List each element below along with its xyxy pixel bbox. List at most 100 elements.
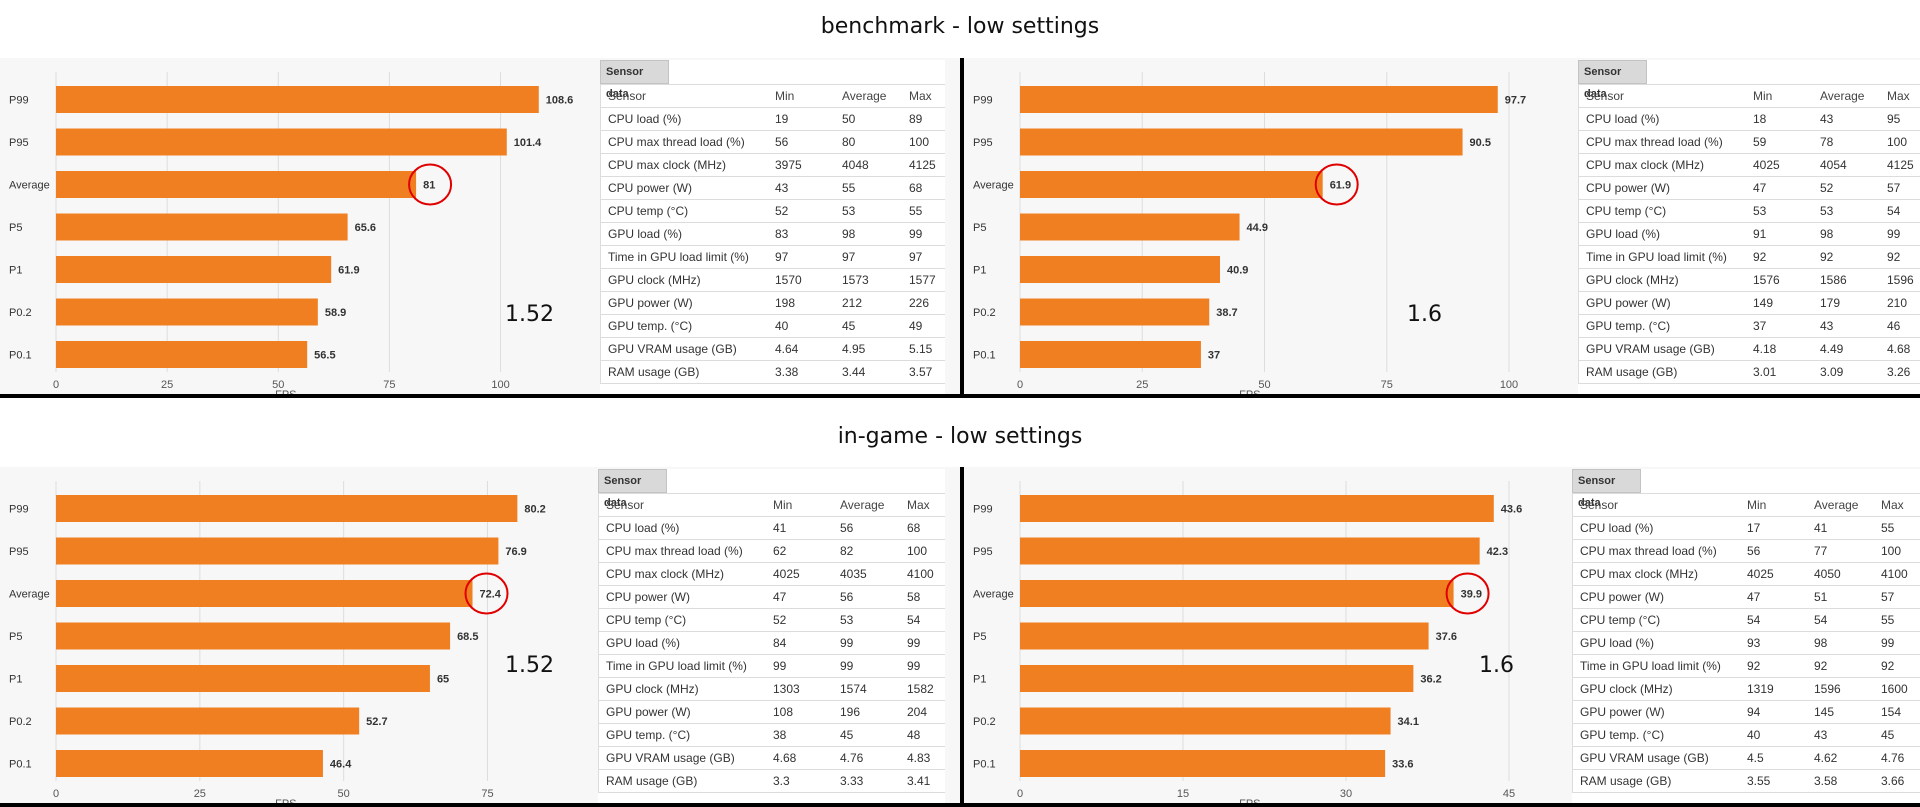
bar	[1020, 665, 1414, 692]
sensor-header-cell: Max	[1874, 493, 1920, 517]
sensor-cell: CPU max thread load (%)	[600, 130, 768, 154]
bar	[1020, 298, 1210, 326]
sensor-header-row: Sensor Min Average Max	[1578, 84, 1920, 108]
sensor-header-cell: Min	[1746, 84, 1813, 108]
bar	[56, 537, 499, 565]
highlight-ring	[408, 163, 453, 206]
data-label: 80.2	[524, 504, 545, 516]
bar	[1020, 341, 1201, 368]
sensor-cell: 3.33	[833, 769, 900, 793]
sensor-cell: 4100	[900, 562, 945, 586]
sensor-row: GPU power (W) 149 179 210	[1578, 291, 1920, 315]
sensor-cell: 4.76	[1874, 746, 1920, 770]
data-label: 36.2	[1420, 674, 1441, 686]
sensor-row: CPU temp (°C) 52 53 54	[598, 608, 945, 632]
sensor-cell: 43	[1813, 107, 1880, 131]
category-label: P95	[973, 546, 993, 558]
sensor-cell: 4100	[1874, 562, 1920, 586]
sensor-cell: 46	[1880, 314, 1920, 338]
sensor-row: CPU load (%) 18 43 95	[1578, 107, 1920, 131]
bar	[1020, 213, 1240, 241]
sensor-cell: Time in GPU load limit (%)	[598, 654, 766, 678]
sensor-cell: 56	[833, 516, 900, 540]
sensor-cell: 1577	[902, 268, 945, 292]
sensor-cell: 100	[1880, 130, 1920, 154]
sensor-cell: 54	[900, 608, 945, 632]
sensor-cell: 98	[1813, 222, 1880, 246]
x-axis-label: FPS	[1239, 798, 1260, 803]
sensor-cell: 54	[1740, 608, 1807, 632]
category-label: P1	[9, 265, 22, 277]
sensor-data-tab[interactable]: Sensor data	[1578, 60, 1647, 100]
sensor-cell: 43	[1813, 314, 1880, 338]
sensor-data-tab[interactable]: Sensor data	[598, 469, 667, 509]
sensor-cell: 4048	[835, 153, 902, 177]
sensor-cell: CPU load (%)	[1572, 516, 1740, 540]
sensor-row: CPU power (W) 43 55 68	[600, 176, 945, 200]
sensor-row: RAM usage (GB) 3.55 3.58 3.66	[1572, 769, 1920, 793]
sensor-cell: GPU VRAM usage (GB)	[598, 746, 766, 770]
sensor-cell: GPU VRAM usage (GB)	[1578, 337, 1746, 361]
sensor-cell: GPU power (W)	[598, 700, 766, 724]
bar	[1020, 580, 1454, 607]
bar	[56, 86, 539, 113]
bar	[56, 580, 473, 607]
sensor-cell: CPU power (W)	[600, 176, 768, 200]
data-label: 97.7	[1505, 95, 1526, 107]
sensor-table: Sensor Min Average Max CPU load (%) 18 43 95 CPU…	[1578, 84, 1920, 384]
sensor-cell: 1573	[835, 268, 902, 292]
sensor-row: CPU temp (°C) 54 54 55	[1572, 608, 1920, 632]
sensor-cell: CPU max thread load (%)	[1572, 539, 1740, 563]
panel-bench-a: 0 25 50 75 100 FPS P99 108.6 P95 101.4 Average 81 P5…	[0, 58, 960, 394]
sensor-cell: 51	[1807, 585, 1874, 609]
sensor-row: CPU load (%) 19 50 89	[600, 107, 945, 131]
sensor-cell: 100	[1874, 539, 1920, 563]
sensor-cell: 92	[1746, 245, 1813, 269]
sensor-header-cell: Sensor	[600, 84, 768, 108]
sensor-cell: 52	[766, 608, 833, 632]
sensor-cell: 40	[1740, 723, 1807, 747]
vertical-divider	[960, 58, 964, 398]
data-label: 61.9	[1330, 180, 1351, 192]
data-label: 108.6	[546, 95, 574, 107]
category-label: P5	[9, 222, 22, 234]
sensor-cell: 41	[1807, 516, 1874, 540]
sensor-cell: RAM usage (GB)	[1578, 360, 1746, 384]
sensor-cell: GPU clock (MHz)	[1578, 268, 1746, 292]
sensor-cell: 3.38	[768, 360, 835, 384]
sensor-header-cell: Sensor	[598, 493, 766, 517]
bar-chart: 0 25 50 75 100 FPS P99 97.7 P95 90.5 Average 61.9 P5…	[973, 72, 1526, 394]
sensor-cell: 3.09	[1813, 360, 1880, 384]
sensor-data-tab[interactable]: Sensor data	[1572, 469, 1641, 509]
x-tick-label: 75	[481, 788, 493, 800]
sensor-cell: 68	[902, 176, 945, 200]
sensor-cell: 45	[1874, 723, 1920, 747]
ratio-label: 1.52	[505, 302, 554, 327]
bar	[56, 707, 360, 735]
sensor-row: GPU VRAM usage (GB) 4.64 4.95 5.15	[600, 337, 945, 361]
sensor-cell: CPU max clock (MHz)	[1578, 153, 1746, 177]
sensor-row: GPU power (W) 108 196 204	[598, 700, 945, 724]
sensor-header-cell: Average	[1807, 493, 1874, 517]
sensor-row: GPU power (W) 198 212 226	[600, 291, 945, 315]
sensor-cell: CPU max clock (MHz)	[598, 562, 766, 586]
sensor-cell: 4050	[1807, 562, 1874, 586]
sensor-cell: 68	[900, 516, 945, 540]
sensor-cell: 4025	[1746, 153, 1813, 177]
sensor-header-cell: Min	[1740, 493, 1807, 517]
sensor-cell: CPU temp (°C)	[1578, 199, 1746, 223]
sensor-row: GPU load (%) 93 98 99	[1572, 631, 1920, 655]
sensor-cell: 50	[835, 107, 902, 131]
sensor-cell: 4.95	[835, 337, 902, 361]
data-label: 65	[437, 674, 449, 686]
sensor-cell: 154	[1874, 700, 1920, 724]
data-label: 37	[1208, 350, 1220, 362]
sensor-data-tab[interactable]: Sensor data	[600, 60, 669, 100]
sensor-cell: 95	[1880, 107, 1920, 131]
sensor-cell: 179	[1813, 291, 1880, 315]
sensor-cell: GPU load (%)	[600, 222, 768, 246]
panel-game-a: 0 25 50 75 FPS P99 80.2 P95 76.9 Average 72.4 P5 68.…	[0, 467, 960, 803]
x-tick-label: 50	[338, 788, 350, 800]
data-label: 34.1	[1398, 716, 1419, 728]
sensor-cell: Time in GPU load limit (%)	[1572, 654, 1740, 678]
